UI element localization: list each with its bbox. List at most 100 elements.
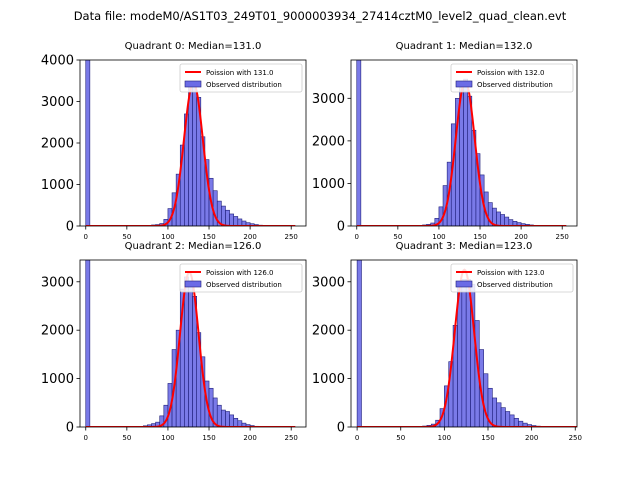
legend-box — [450, 63, 574, 93]
histogram-bar — [85, 60, 91, 226]
legend-observed-swatch — [184, 280, 202, 288]
histogram-bar — [504, 216, 510, 226]
panel-title: Quadrant 0: Median=131.0 — [125, 41, 262, 52]
histogram-bar — [221, 205, 226, 226]
legend-observed-swatch — [455, 280, 473, 288]
panel-title: Quadrant 1: Median=132.0 — [396, 41, 533, 52]
x-tick-label: 250 — [556, 233, 569, 241]
x-tick-label: 150 — [202, 233, 215, 241]
y-tick-label: 3000 — [312, 92, 345, 107]
legend-fit-label: Poission with 131.0 — [206, 69, 274, 77]
legend: Poission with 132.0 Observed distribution — [450, 63, 574, 93]
plot-area — [356, 260, 577, 427]
x-tick-label: 0 — [355, 434, 359, 442]
panel-title: Quadrant 3: Median=123.0 — [396, 241, 533, 252]
x-tick-label: 250 — [569, 434, 582, 442]
legend-observed-swatch — [184, 80, 202, 88]
legend: Poission with 126.0 Observed distribution — [179, 263, 303, 293]
histogram-bar — [225, 209, 230, 226]
x-tick-label: 200 — [243, 434, 256, 442]
histogram-bar — [221, 409, 226, 427]
histogram-bar — [492, 397, 498, 427]
histogram-panel-1: Quadrant 1: Median=132.0 0 50 100 150 200 250 0… — [312, 41, 578, 241]
y-tick-label: 1000 — [312, 177, 345, 192]
y-tick-label: 1000 — [41, 178, 74, 193]
histogram-bar — [237, 218, 243, 226]
panel-title: Quadrant 2: Median=126.0 — [125, 241, 262, 252]
legend-observed-label: Observed distribution — [477, 81, 553, 89]
histogram-bar — [513, 417, 519, 427]
histogram-bar — [465, 279, 471, 427]
y-tick-label: 0 — [337, 421, 345, 436]
x-tick-label: 50 — [393, 233, 402, 241]
legend: Poission with 123.0 Observed distribution — [450, 263, 574, 293]
histogram-panel-3: Quadrant 3: Median=123.0 0 50 100 150 200 250 0… — [312, 241, 582, 442]
histogram-bar — [463, 78, 468, 226]
x-tick-label: 250 — [285, 434, 298, 442]
histogram-bar — [496, 211, 501, 226]
y-tick-label: 2000 — [41, 137, 74, 152]
histogram-bar — [505, 411, 511, 427]
y-tick-label: 2000 — [41, 324, 74, 339]
y-tick-label: 0 — [66, 220, 74, 235]
histogram-bar — [233, 417, 239, 427]
figure-suptitle: Data file: modeM0/AS1T03_249T01_90000039… — [74, 9, 567, 23]
histogram-bar — [233, 216, 239, 226]
y-tick-label: 1000 — [41, 372, 74, 387]
histogram-bar — [229, 414, 234, 427]
x-tick-label: 50 — [396, 434, 405, 442]
y-tick-label: 2000 — [312, 324, 345, 339]
histogram-bar — [85, 260, 91, 427]
histogram-bar — [229, 213, 234, 226]
histogram-bar — [184, 276, 189, 427]
x-tick-label: 150 — [202, 434, 215, 442]
plot-area — [356, 60, 567, 226]
x-tick-label: 200 — [525, 434, 538, 442]
x-tick-label: 0 — [84, 233, 88, 241]
histogram-bar — [188, 281, 193, 427]
x-tick-label: 0 — [355, 233, 359, 241]
legend-box — [179, 63, 303, 93]
histogram-bar — [216, 404, 222, 427]
histogram-bar — [225, 411, 230, 427]
legend-box — [450, 263, 574, 293]
x-tick-label: 100 — [161, 233, 174, 241]
y-tick-label: 0 — [337, 220, 345, 235]
axes-frame — [79, 259, 307, 428]
legend-fit-label: Poission with 126.0 — [206, 269, 274, 277]
x-tick-label: 100 — [438, 434, 451, 442]
x-tick-label: 250 — [285, 233, 298, 241]
histogram-bar — [461, 279, 467, 427]
legend-fit-label: Poission with 123.0 — [477, 269, 545, 277]
x-tick-label: 150 — [481, 434, 494, 442]
y-tick-label: 3000 — [41, 95, 74, 110]
x-tick-label: 150 — [473, 233, 486, 241]
histogram-bar — [188, 86, 193, 226]
x-tick-label: 200 — [514, 233, 527, 241]
y-tick-label: 2000 — [312, 134, 345, 149]
histogram-bar — [500, 214, 505, 226]
legend: Poission with 131.0 Observed distribution — [179, 63, 303, 93]
legend-box — [179, 263, 303, 293]
legend-fit-label: Poission with 132.0 — [477, 69, 545, 77]
histogram-panel-0: Quadrant 0: Median=131.0 0 50 100 150 200 250 0… — [41, 41, 307, 241]
y-tick-label: 0 — [66, 421, 74, 436]
y-tick-label: 4000 — [41, 54, 74, 69]
axes-frame — [350, 259, 578, 428]
x-tick-label: 50 — [122, 434, 131, 442]
legend-observed-label: Observed distribution — [206, 281, 282, 289]
legend-observed-label: Observed distribution — [477, 281, 553, 289]
histogram-bar — [356, 260, 362, 427]
x-tick-label: 100 — [432, 233, 445, 241]
x-tick-label: 200 — [243, 233, 256, 241]
legend-observed-label: Observed distribution — [206, 81, 282, 89]
y-tick-label: 3000 — [41, 275, 74, 290]
histogram-bar — [509, 414, 515, 427]
histogram-bar — [356, 60, 362, 226]
plot-area — [85, 60, 296, 226]
histogram-bar — [496, 402, 502, 427]
histogram-bar — [192, 82, 197, 226]
x-tick-label: 0 — [84, 434, 88, 442]
histogram-panel-2: Quadrant 2: Median=126.0 0 50 100 150 200 250 0… — [41, 241, 307, 442]
